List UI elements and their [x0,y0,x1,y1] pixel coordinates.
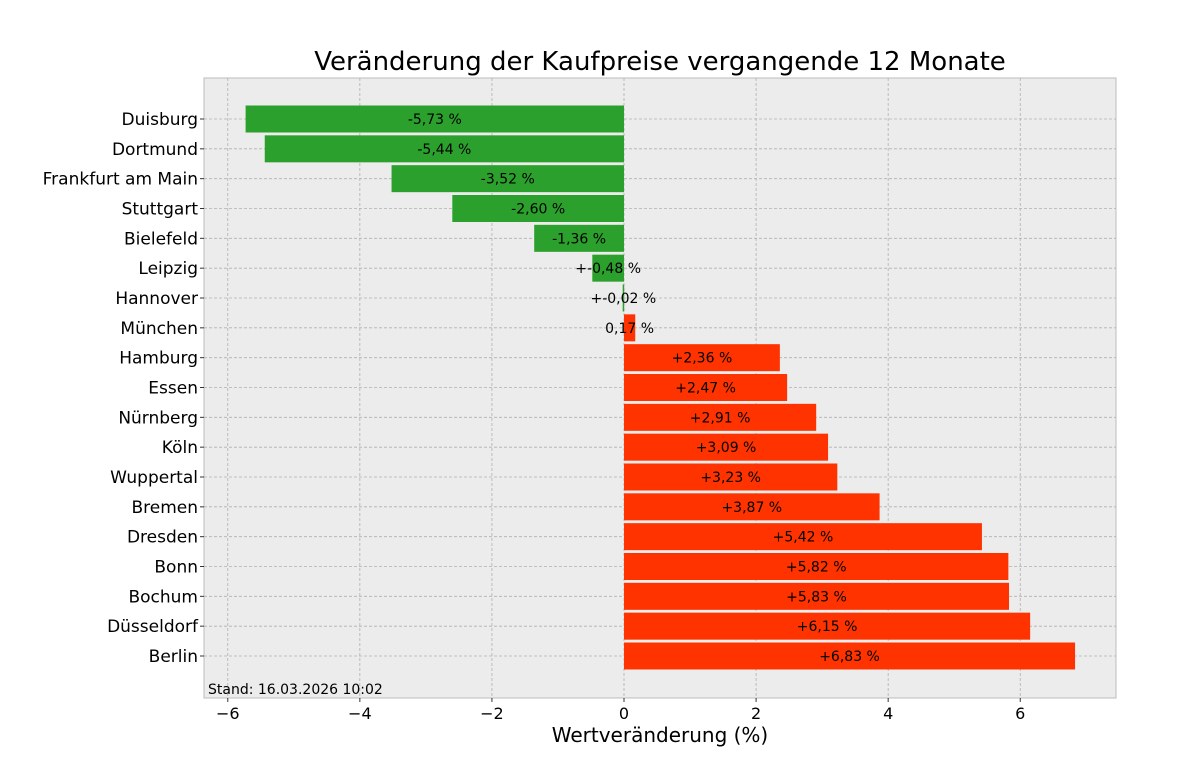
y-tick-label: Dortmund [112,140,198,160]
data-label: +3,23 % [700,470,761,486]
bar-dortmund [264,135,625,163]
y-tick-label: Bielefeld [124,229,198,249]
y-tick-label: Köln [162,438,198,458]
y-tick-label: Wuppertal [110,468,198,488]
data-label: +3,09 % [696,440,757,456]
data-label: +-0,02 % [590,291,656,307]
bar-stuttgart [452,195,625,222]
y-tick-label: München [120,319,198,339]
data-label: +6,83 % [819,649,880,665]
data-label: 0,17 % [605,321,654,337]
x-tick-label: 6 [1015,704,1025,723]
y-tick-label: Stuttgart [122,200,199,220]
bar-essen [624,374,788,401]
data-label: -5,73 % [408,112,462,128]
data-label: +5,83 % [786,589,847,605]
data-label: +2,36 % [672,351,733,367]
x-tick-label: −6 [216,704,240,723]
data-label: -3,52 % [481,172,535,188]
x-tick-label: 2 [751,704,761,723]
y-tick-label: Leipzig [138,259,198,279]
y-tick-label: Frankfurt am Main [43,170,198,190]
bar-köln [624,433,829,461]
y-tick-label: Berlin [149,647,198,667]
chart-title: Veränderung der Kaufpreise vergangende 1… [314,47,1006,77]
x-axis-label: Wertveränderung (%) [552,723,769,747]
data-label: +2,91 % [690,410,751,426]
bar-hannover [622,284,625,312]
x-tick-label: −2 [480,704,504,723]
bar-bielefeld [534,224,625,252]
y-tick-label: Duisburg [122,110,199,130]
bar-dresden [624,523,982,551]
bar-bochum [624,582,1010,610]
bar-bremen [624,493,880,521]
data-label: -1,36 % [552,231,606,247]
y-tick-label: Bremen [131,498,198,518]
y-tick-label: Nürnberg [118,408,198,428]
bar-düsseldorf [624,612,1031,640]
data-label: +5,82 % [786,560,847,576]
data-label: +3,87 % [721,500,782,516]
bar-leipzig [592,254,625,282]
bar-frankfurt-am-main [391,165,625,193]
bar-münchen [624,314,636,342]
y-tick-label: Bonn [154,558,198,578]
data-label: -2,60 % [511,202,565,218]
bar-hamburg [624,344,780,372]
y-tick-label: Hannover [115,289,198,309]
data-label: +-0,48 % [575,261,641,277]
y-tick-label: Dresden [127,528,198,548]
bar-wuppertal [624,463,838,491]
bar-duisburg [245,105,625,133]
bar-nürnberg [624,403,817,431]
data-label: -5,44 % [417,142,471,158]
data-label: +5,42 % [773,530,834,546]
x-tick-label: 0 [619,704,629,723]
y-tick-label: Hamburg [119,349,198,369]
x-tick-label: −4 [348,704,372,723]
y-tick-label: Essen [148,379,198,399]
y-tick-label: Düsseldorf [107,617,199,637]
y-tick-label: Bochum [128,587,198,607]
timestamp-annotation: Stand: 16.03.2026 10:02 [208,682,383,698]
data-label: +2,47 % [675,381,736,397]
data-label: +6,15 % [797,619,858,635]
bar-bonn [624,553,1009,580]
bar-berlin [624,642,1076,670]
x-tick-label: 4 [883,704,893,723]
